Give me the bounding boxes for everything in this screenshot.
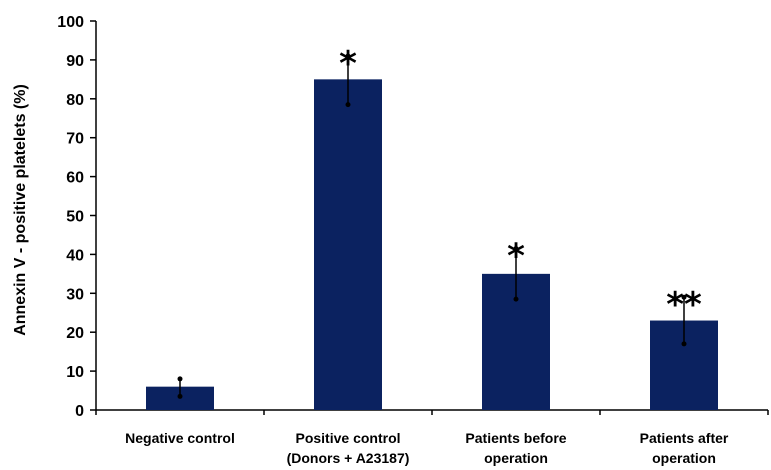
- error-bar-cap-upper: [513, 246, 519, 252]
- x-category-label: (Donors + A23187): [287, 450, 410, 466]
- bar: [314, 79, 382, 410]
- error-bar-cap-lower: [513, 296, 519, 302]
- significance-mark: *: [339, 44, 357, 84]
- x-category-label: Patients after: [640, 430, 729, 446]
- error-bar-cap-upper: [177, 376, 183, 382]
- y-ticks: 0 10 20 30 40 50 60 70 80 90 100: [57, 14, 96, 420]
- x-category-label: Negative control: [125, 430, 235, 446]
- significance-mark: *: [507, 237, 525, 277]
- error-bar-cap-lower: [177, 393, 183, 399]
- bars: [146, 79, 718, 410]
- error-bar-cap-lower: [345, 102, 351, 108]
- y-tick-label: 80: [66, 92, 84, 109]
- significance-mark: **: [666, 285, 702, 325]
- x-category-label: Positive control: [295, 430, 400, 446]
- y-tick-label: 50: [66, 209, 84, 226]
- y-tick-label: 60: [66, 170, 84, 187]
- error-bars: [177, 53, 687, 399]
- y-tick-label: 40: [66, 247, 84, 264]
- y-tick-label: 100: [57, 14, 84, 31]
- y-tick-label: 20: [66, 325, 84, 342]
- error-bar-cap-lower: [681, 341, 687, 347]
- error-bar-cap-upper: [345, 53, 351, 59]
- y-tick-label: 70: [66, 131, 84, 148]
- y-axis-label: Annexin V - positive platelets (%): [12, 84, 29, 336]
- y-tick-label: 0: [75, 403, 84, 420]
- x-category-labels: Negative control Positive control (Donors …: [125, 430, 729, 466]
- y-tick-label: 90: [66, 53, 84, 70]
- significance-marks: ****: [339, 44, 702, 325]
- y-tick-label: 10: [66, 364, 84, 381]
- y-axis-label-group: Annexin V - positive platelets (%): [12, 84, 29, 336]
- x-category-label: operation: [652, 450, 716, 466]
- x-category-label: Patients before: [465, 430, 566, 446]
- error-bar-cap-upper: [681, 294, 687, 300]
- y-tick-label: 30: [66, 286, 84, 303]
- x-category-label: operation: [484, 450, 548, 466]
